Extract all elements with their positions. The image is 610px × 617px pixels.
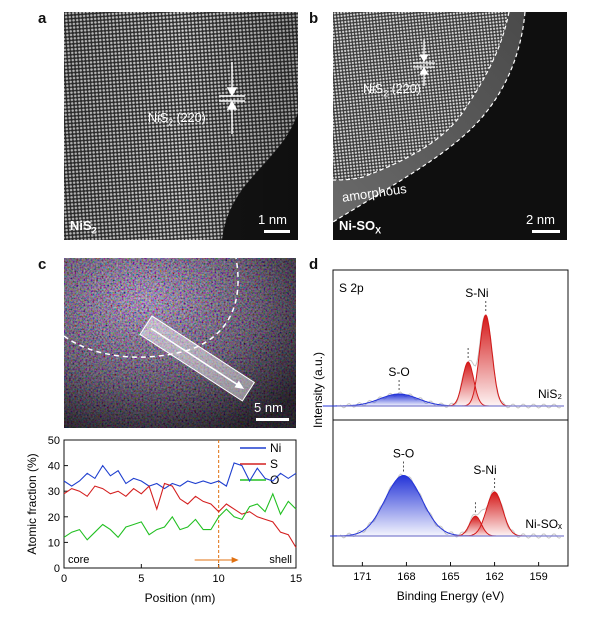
xps-title: S 2p <box>339 281 364 295</box>
ni-sox-crystal-region <box>333 12 509 180</box>
xps-x-tick-label: 171 <box>353 571 371 583</box>
xps-y-axis-label: Intensity (a.u.) <box>311 352 325 428</box>
y-tick-label: 0 <box>54 563 60 575</box>
legend-label-s: S <box>270 457 278 471</box>
x-tick-label: 5 <box>138 573 144 585</box>
xps-frame <box>332 269 569 567</box>
scale-bar-a <box>264 230 290 233</box>
y-tick-label: 20 <box>48 512 60 524</box>
amorphous-shell-region <box>333 12 525 222</box>
core-label: core <box>68 554 89 566</box>
xps-x-tick-label: 168 <box>397 571 415 583</box>
direction-arrowhead <box>231 557 239 563</box>
panel-letter-d: d <box>309 256 319 273</box>
y-axis-label: Atomic fraction (%) <box>25 453 39 554</box>
micrograph-nis2: NiS2 (220) 1 nm NiS2 <box>64 12 298 240</box>
line-profile-frame <box>63 439 297 569</box>
y-tick-label: 10 <box>48 537 60 549</box>
scale-bar-b <box>532 230 560 233</box>
series-line-s <box>63 482 297 548</box>
panel-letter-c: c <box>38 256 47 273</box>
y-tick-label: 40 <box>48 461 60 473</box>
panel-letter-a: a <box>38 10 47 27</box>
so-label-nis2: S-O <box>388 365 409 379</box>
series-line-o <box>63 492 297 541</box>
lattice-label-b: NiS2 (220) <box>363 82 421 99</box>
series-line-ni <box>63 462 297 490</box>
sni-peak-nis2 <box>461 314 511 407</box>
x-tick-label: 0 <box>61 573 67 585</box>
xps-x-tick-label: 159 <box>529 571 547 583</box>
sni-label-nis2: S-Ni <box>465 286 488 300</box>
xps-x-tick-label: 162 <box>485 571 503 583</box>
scale-bar-label-c: 5 nm <box>254 400 283 415</box>
sample-label-ni-sox: Ni-SOₓ <box>525 517 562 531</box>
envelope-nis2 <box>339 315 561 409</box>
envelope-ni-sox <box>339 473 561 539</box>
x-tick-label: 10 <box>213 573 225 585</box>
y-tick-label: 30 <box>48 486 60 498</box>
scale-bar-label-b: 2 nm <box>526 212 555 227</box>
xps-x-tick-label: 165 <box>441 571 459 583</box>
corner-label-b: Ni-SOX <box>339 218 382 236</box>
lattice-label-a: NiS2 (220) <box>148 111 206 128</box>
legend-label-ni: Ni <box>270 441 281 455</box>
legend-label-o: O <box>270 473 279 487</box>
sni-peak-ni-sox <box>452 515 499 537</box>
so-peak-ni-sox <box>330 475 477 537</box>
micrograph-ni-sox: NiS2 (220) amorphous 2 nm Ni-SOX <box>333 12 567 240</box>
sample-label-nis2: NiS₂ <box>538 387 562 401</box>
sni-peak-ni-sox <box>462 491 527 537</box>
scale-bar-c <box>256 418 289 421</box>
scale-bar-label-a: 1 nm <box>258 212 287 227</box>
xps-x-axis-label: Binding Energy (eV) <box>397 589 504 603</box>
x-tick-label: 15 <box>290 573 302 585</box>
y-tick-label: 50 <box>48 435 60 447</box>
x-axis-label: Position (nm) <box>145 591 216 605</box>
corner-label-a: NiS2 <box>70 218 97 236</box>
shell-label: shell <box>269 554 292 566</box>
panel-letter-b: b <box>309 10 319 27</box>
sni-label-ni-sox: S-Ni <box>473 463 496 477</box>
sni-peak-nis2 <box>445 361 490 407</box>
so-label-ni-sox: S-O <box>393 447 414 461</box>
so-peak-nis2 <box>322 393 475 407</box>
eds-elemental-map: 5 nm <box>64 258 296 428</box>
